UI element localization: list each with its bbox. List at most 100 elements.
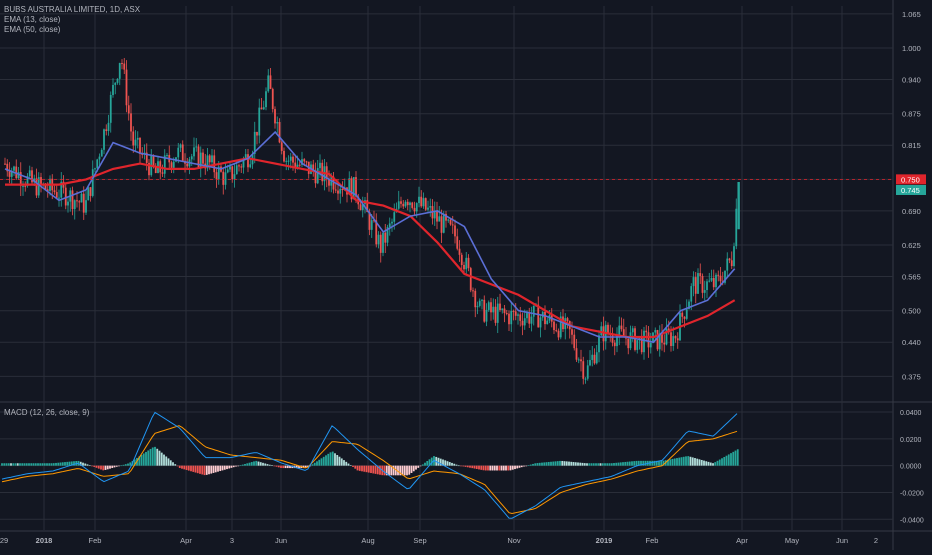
macd-histogram-bar	[25, 463, 28, 466]
ema13-legend: EMA (13, close)	[4, 15, 61, 24]
candle-body	[584, 378, 587, 380]
macd-histogram-bar	[334, 453, 336, 466]
candle-body	[582, 361, 585, 379]
candle-body	[161, 172, 164, 174]
candle-body	[195, 146, 198, 148]
macd-histogram-bar	[493, 465, 496, 471]
macd-histogram-bar	[523, 465, 525, 467]
macd-histogram-bar	[669, 459, 672, 466]
candle-body	[8, 171, 11, 177]
candle-body	[267, 75, 270, 92]
candle-body	[643, 330, 645, 353]
candle-body	[571, 329, 573, 335]
candle-body	[463, 264, 465, 270]
macd-histogram-bar	[696, 458, 699, 466]
macd-histogram-bar	[340, 458, 343, 466]
macd-histogram-bar	[5, 463, 8, 466]
candle-body	[521, 320, 524, 326]
macd-histogram-bar	[451, 462, 453, 466]
macd-histogram-bar	[367, 465, 370, 473]
macd-histogram-bar	[676, 458, 678, 466]
macd-histogram-bar	[592, 463, 595, 466]
macd-histogram-bar	[169, 460, 172, 466]
macd-histogram-bar	[167, 458, 170, 466]
candle-body	[618, 325, 621, 336]
macd-histogram-bar	[154, 446, 156, 466]
candle-body	[670, 332, 672, 346]
macd-histogram-bar	[3, 463, 6, 466]
macd-tick-label: 0.0400	[900, 410, 922, 417]
macd-histogram-bar	[219, 465, 222, 472]
candle-body	[501, 308, 504, 310]
candle-body	[177, 147, 180, 158]
macd-histogram-bar	[138, 456, 141, 466]
candle-body	[139, 137, 141, 154]
macd-histogram-bar	[475, 465, 478, 469]
macd-histogram-bar	[106, 465, 109, 470]
candle-body	[730, 260, 733, 267]
candle-body	[735, 208, 738, 247]
macd-histogram-bar	[489, 465, 492, 471]
candle-body	[40, 177, 42, 185]
macd-histogram-bar	[545, 462, 548, 466]
macd-histogram-bar	[428, 459, 431, 466]
candle-body	[555, 330, 558, 332]
price-tick-label: 0.940	[902, 76, 921, 85]
candle-body	[674, 336, 677, 339]
macd-histogram-bar	[12, 463, 15, 466]
candle-body	[451, 224, 454, 226]
macd-histogram-bar	[165, 456, 168, 466]
candle-body	[292, 156, 294, 163]
candle-body	[517, 314, 519, 316]
macd-histogram-bar	[550, 461, 552, 466]
candle-body	[296, 164, 299, 169]
candle-body	[672, 336, 675, 346]
ema13-line	[4, 130, 736, 344]
macd-histogram-bar	[354, 465, 357, 469]
macd-histogram-bar	[453, 463, 456, 466]
macd-histogram-bar	[399, 465, 402, 476]
macd-histogram-bar	[408, 465, 411, 475]
macd-histogram-bar	[34, 463, 37, 466]
candle-body	[289, 156, 292, 161]
macd-histogram-bar	[597, 463, 600, 466]
candle-body	[613, 342, 616, 347]
macd-histogram-bar	[268, 464, 271, 466]
macd-histogram-bar	[595, 463, 597, 466]
macd-histogram-bar	[363, 465, 366, 472]
macd-histogram-bar	[84, 463, 87, 466]
macd-histogram-bar	[390, 465, 393, 476]
macd-histogram-bar	[538, 462, 541, 466]
candle-body	[199, 152, 202, 168]
macd-histogram-bar	[662, 460, 665, 466]
candle-body	[28, 170, 31, 177]
candle-body	[706, 281, 708, 291]
macd-histogram-bar	[570, 461, 573, 466]
candle-body	[595, 352, 598, 364]
candle-body	[141, 153, 144, 155]
time-tick-label: Apr	[180, 536, 192, 545]
candle-body	[71, 190, 74, 210]
macd-histogram-bar	[556, 461, 559, 466]
macd-histogram-bar	[68, 461, 71, 466]
macd-histogram-bar	[667, 459, 669, 466]
last-price-badge	[896, 184, 926, 195]
macd-histogram-bar	[462, 465, 465, 467]
macd-histogram-bar	[660, 460, 663, 466]
candle-body	[442, 213, 445, 233]
macd-histogram-bar	[91, 465, 93, 467]
macd-histogram-bar	[541, 462, 543, 466]
macd-histogram-bar	[372, 465, 375, 474]
candle-body	[240, 166, 243, 168]
candle-body	[6, 163, 9, 172]
candle-body	[566, 318, 569, 322]
candle-body	[508, 313, 510, 325]
candle-body	[665, 328, 668, 345]
price-tick-label: 0.565	[902, 273, 921, 282]
macd-histogram-bar	[239, 465, 242, 466]
candle-body	[35, 178, 38, 196]
macd-histogram-bar	[574, 462, 577, 466]
candle-body	[415, 203, 418, 212]
ema50-line	[5, 157, 736, 339]
